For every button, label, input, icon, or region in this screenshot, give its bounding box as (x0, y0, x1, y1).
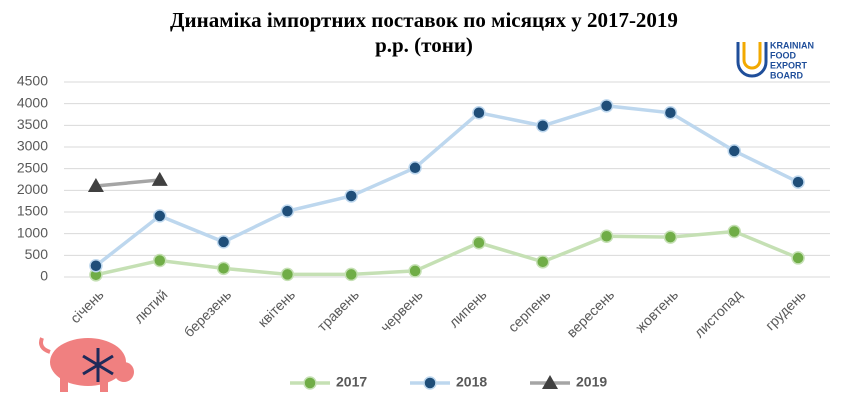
marker (344, 189, 358, 203)
marker (791, 251, 805, 265)
marker (408, 161, 422, 175)
pig-leg (60, 378, 68, 392)
logo-text: EXPORT (770, 60, 808, 70)
x-tick-label: червень (377, 286, 426, 335)
marker (472, 236, 486, 250)
logo-text: BOARD (770, 70, 803, 80)
y-tick-label: 2500 (17, 159, 48, 175)
logo-mark (742, 42, 762, 70)
y-tick-label: 2000 (17, 181, 48, 197)
legend-label: 2017 (336, 374, 367, 390)
marker (303, 376, 317, 390)
legend-label: 2019 (576, 374, 607, 390)
pig-body (50, 338, 126, 386)
marker (216, 261, 231, 276)
marker (87, 178, 104, 192)
series-line (95, 178, 160, 188)
x-tick-label: жовтень (632, 286, 681, 335)
x-tick-label: лютий (131, 286, 171, 326)
marker (599, 229, 614, 244)
pig-leg (100, 378, 108, 392)
logo-mark (736, 42, 768, 78)
marker (472, 106, 486, 120)
x-tick-label: травень (314, 286, 362, 334)
marker (536, 119, 550, 133)
y-tick-label: 1500 (17, 203, 48, 219)
marker (536, 255, 550, 269)
x-tick-label: березень (181, 286, 235, 340)
marker (663, 230, 678, 244)
y-tick-label: 500 (25, 246, 49, 262)
marker (344, 267, 358, 282)
x-tick-label: серпень (505, 286, 554, 335)
marker (599, 99, 614, 113)
marker (280, 267, 295, 282)
x-tick-label: липень (446, 286, 490, 330)
logo-text: FOOD (770, 50, 796, 60)
logo: KRAINIAN FOOD EXPORT BOARD (736, 40, 814, 80)
chart-title: р.р. (тони) (375, 33, 473, 57)
y-tick-label: 4500 (17, 73, 48, 89)
marker (423, 376, 437, 390)
y-tick-label: 3000 (17, 138, 48, 154)
marker (153, 209, 167, 223)
marker (791, 175, 805, 189)
marker (216, 235, 231, 249)
marker (89, 258, 103, 273)
x-tick-label: грудень (762, 286, 809, 333)
pig-tail (39, 337, 51, 354)
marker (727, 224, 741, 239)
snowflake (82, 348, 114, 382)
x-tick-label: вересень (563, 286, 617, 340)
marker (280, 204, 295, 218)
series-line (95, 229, 799, 277)
marker (663, 106, 678, 120)
marker (542, 375, 558, 389)
series-line (94, 104, 799, 268)
x-tick-label: січень (67, 286, 107, 326)
marker (151, 171, 168, 186)
marker (727, 144, 741, 158)
logo-text: KRAINIAN (770, 40, 814, 50)
x-tick-label: квітень (254, 286, 298, 330)
marker (153, 253, 167, 268)
y-tick-label: 3500 (17, 116, 48, 132)
pig-head (114, 362, 134, 382)
y-tick-label: 1000 (17, 224, 48, 240)
legend-label: 2018 (456, 374, 487, 390)
y-tick-label: 4000 (17, 94, 48, 110)
marker (408, 264, 422, 278)
y-tick-label: 0 (40, 268, 48, 284)
x-tick-label: листопад (691, 286, 745, 340)
pig-icon (39, 337, 134, 392)
chart-title: Динаміка імпортних поставок по місяцях у… (170, 8, 678, 32)
